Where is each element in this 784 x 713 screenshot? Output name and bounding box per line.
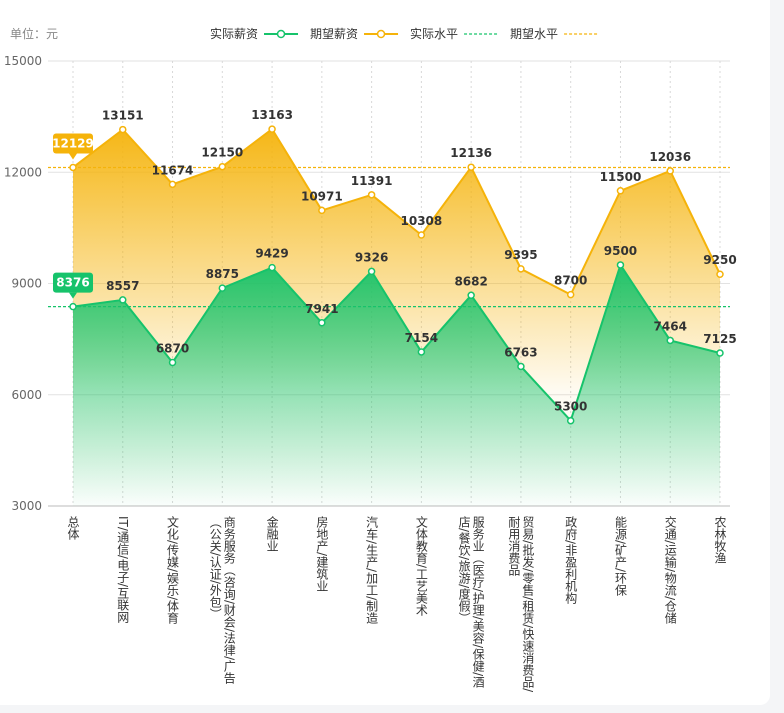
- data-label: 7125: [703, 332, 736, 346]
- line: [72, 262, 721, 423]
- callout-label: 8376: [56, 276, 89, 290]
- point: [666, 336, 674, 345]
- data-label: 8700: [554, 274, 587, 288]
- x-tick-label: 贸易/批发/零售/租赁/快速消费品/耐用消费品: [506, 516, 535, 693]
- point: [367, 191, 376, 199]
- y-tick-label: 15000: [4, 54, 42, 68]
- y-tick-label: 6000: [11, 388, 42, 402]
- callout-pointer: [69, 292, 77, 299]
- callout-label: 12129: [52, 136, 94, 150]
- y-tick-label: 9000: [11, 277, 42, 291]
- point: [566, 416, 575, 425]
- point: [318, 319, 326, 327]
- x-tick-label: 能源/矿产/环保: [613, 516, 628, 597]
- callout-box: [53, 133, 93, 154]
- x-tick-label: 文化/传媒/娱乐/体育: [165, 516, 180, 625]
- data-label: 7941: [305, 302, 338, 316]
- data-label: 6870: [156, 341, 189, 355]
- unit-label: 单位：元: [10, 26, 58, 41]
- x-tick-label: 汽车/生产/加工/制造: [364, 516, 379, 625]
- point: [119, 296, 127, 304]
- point: [716, 270, 724, 278]
- data-label: 8557: [106, 279, 139, 293]
- data-label: 12136: [450, 146, 492, 160]
- data-label: 11674: [152, 163, 194, 177]
- point: [417, 231, 426, 239]
- data-label: 13163: [251, 108, 293, 122]
- point: [119, 125, 127, 134]
- data-label: 11500: [600, 170, 642, 184]
- point: [69, 302, 77, 311]
- legend-label: 期望薪资: [310, 27, 358, 41]
- point: [467, 291, 475, 300]
- data-label: 10971: [301, 189, 343, 203]
- data-label: 13151: [102, 109, 144, 123]
- point: [467, 163, 475, 171]
- y-tick-label: 12000: [4, 165, 42, 179]
- x-tick-label: 政府/非盈利机构: [563, 516, 578, 605]
- legend-marker: [376, 29, 386, 39]
- point: [716, 349, 724, 357]
- point: [616, 261, 625, 269]
- data-label: 6763: [504, 345, 537, 359]
- data-label: 9429: [255, 247, 288, 261]
- point: [517, 362, 525, 371]
- callout-pointer: [69, 153, 77, 160]
- data-label: 10308: [401, 214, 443, 228]
- data-label: 8682: [454, 274, 487, 288]
- point: [517, 265, 525, 273]
- area: [73, 264, 720, 506]
- x-tick-label: 商务服务（咨询/财会/法律/广告（公关/认证/外包）: [208, 516, 237, 685]
- data-label: 9500: [604, 244, 637, 258]
- data-label: 12150: [201, 146, 243, 160]
- point: [168, 358, 177, 367]
- x-tick-label: 房地产/建筑业: [314, 516, 329, 593]
- point: [168, 180, 177, 189]
- data-label: 7154: [405, 331, 438, 345]
- legend-label: 期望水平: [510, 27, 558, 41]
- point: [69, 163, 77, 172]
- x-tick-label: 总体: [66, 516, 80, 540]
- x-tick-label: 农林牧渔: [713, 516, 727, 564]
- legend-marker: [276, 29, 286, 39]
- point: [417, 348, 426, 356]
- point: [268, 125, 276, 133]
- point: [367, 267, 376, 276]
- legend-label: 实际薪资: [210, 26, 258, 41]
- data-label: 9395: [504, 248, 537, 262]
- x-tick-label: 交通/运输/物流/仓储: [663, 516, 678, 625]
- point: [268, 263, 276, 272]
- point: [218, 284, 227, 292]
- point: [218, 162, 227, 171]
- callout-box: [53, 272, 93, 293]
- line: [72, 127, 721, 296]
- point: [616, 187, 625, 195]
- data-label: 11391: [351, 174, 393, 188]
- point: [666, 167, 674, 175]
- data-label: 9326: [355, 250, 388, 264]
- y-tick-label: 3000: [11, 499, 42, 513]
- data-label: 7464: [654, 319, 687, 333]
- data-label: 12036: [649, 150, 691, 164]
- point: [318, 206, 326, 215]
- x-tick-label: 文体教育/工艺美术: [414, 516, 429, 617]
- point: [566, 290, 575, 299]
- x-tick-label: IT/通信/电子/互联网: [115, 516, 130, 623]
- x-tick-label: 服务业（医疗/护理/美容/保健/酒店/餐饮/旅游/度假）: [457, 516, 486, 689]
- legend-label: 实际水平: [410, 26, 458, 41]
- data-label: 5300: [554, 400, 587, 414]
- data-label: 9250: [703, 253, 736, 267]
- data-label: 8875: [206, 267, 239, 281]
- x-tick-label: 金融业: [265, 516, 280, 552]
